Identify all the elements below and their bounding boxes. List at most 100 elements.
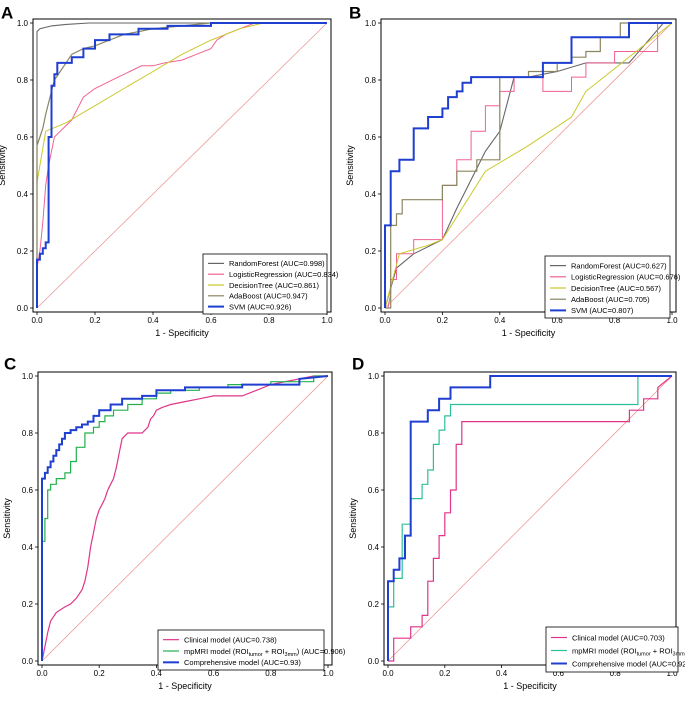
y-tick-label: 0.6: [365, 133, 377, 142]
legend-label: AdaBoost (AUC=0.705): [571, 295, 650, 304]
x-tick-label: 0.8: [609, 316, 621, 325]
legend-label: Clinical model (AUC=0.738): [184, 635, 277, 644]
y-axis-title: Sensitivity: [0, 145, 7, 186]
legend: RandomForest (AUC=0.627) LogisticRegressi…: [544, 255, 681, 319]
y-tick-label: 0.6: [17, 133, 29, 142]
y-tick-label: 0.2: [22, 600, 34, 609]
y-tick-label: 0.2: [368, 600, 380, 609]
x-tick-label: 0.0: [379, 316, 391, 325]
series-line-decisiontree: [36, 22, 327, 308]
legend-label: DecisionTree (AUC=0.567): [571, 284, 661, 293]
x-tick-label: 0.2: [437, 316, 449, 325]
x-tick-label: 1.0: [666, 316, 678, 325]
y-tick-label: 1.0: [368, 372, 380, 381]
legend-label: SVM (AUC=0.807): [571, 306, 634, 315]
legend-label: RandomForest (AUC=0.627): [571, 261, 667, 270]
legend: Clinical model (AUC=0.703)mpMRI model (R…: [545, 626, 685, 673]
legend-label: SVM (AUC=0.926): [229, 302, 292, 311]
panel-d: D 0.0 0.2 0.4 0.6 0.8 1.0 0.0 0.2 0.4 0.6 0.8 1.0 1 -…: [348, 354, 685, 691]
y-tick-label: 0.4: [17, 190, 29, 199]
legend-label: mpMRI model (ROItumor + ROI3mm) (AUC=0.9…: [184, 647, 346, 658]
series-line-svm: [384, 22, 672, 308]
series-line-adaboost: [385, 22, 672, 309]
legend-label: LogisticRegression (AUC=0.676): [571, 273, 681, 282]
y-tick-label: 1.0: [365, 19, 377, 28]
x-tick-label: 0.6: [552, 316, 564, 325]
x-tick-label: 0.8: [263, 316, 275, 325]
series-line-comprehensive-model: [41, 375, 329, 661]
legend-box: [157, 629, 325, 671]
y-tick-label: 0.8: [22, 429, 34, 438]
legend-label: Comprehensive model (AUC=0.93): [184, 658, 301, 667]
x-axis-title: 1 - Specificity: [155, 328, 209, 338]
x-tick-label: 1.0: [321, 316, 333, 325]
x-tick-label: 0.4: [494, 316, 506, 325]
x-tick-label: 0.0: [382, 669, 394, 678]
panel-letter: D: [352, 354, 364, 373]
reference-diagonal: [36, 22, 328, 309]
panel-letter: B: [349, 3, 361, 22]
y-tick-label: 0.8: [17, 76, 29, 85]
legend-label: Comprehensive model (AUC=0.92): [572, 659, 685, 668]
reference-diagonal: [41, 375, 329, 662]
legend: RandomForest (AUC=0.998) LogisticRegressi…: [202, 253, 339, 315]
x-tick-label: 0.0: [36, 669, 48, 678]
x-tick-label: 0.4: [151, 669, 163, 678]
y-tick-label: 0.8: [365, 76, 377, 85]
x-tick-label: 0.0: [31, 316, 43, 325]
panel-letter: A: [1, 3, 13, 22]
series-line-mpmri-model: [387, 375, 672, 661]
legend-label: Clinical model (AUC=0.703): [572, 633, 665, 642]
x-tick-label: 0.6: [208, 669, 220, 678]
x-tick-label: 0.2: [89, 316, 101, 325]
series-line-svm: [36, 22, 327, 308]
x-axis-title: 1 - Specificity: [502, 328, 556, 338]
series-line-randomforest: [36, 22, 327, 308]
y-tick-label: 0.4: [368, 543, 380, 552]
y-tick-label: 0.8: [368, 429, 380, 438]
legend-label: AdaBoost (AUC=0.947): [229, 292, 308, 301]
reference-diagonal: [387, 375, 673, 662]
x-tick-label: 0.2: [94, 669, 106, 678]
y-tick-label: 0.0: [17, 304, 29, 313]
series-line-comprehensive-model: [387, 375, 672, 661]
x-axis-title: 1 - Specificity: [158, 681, 212, 691]
series-line-decisiontree: [384, 22, 673, 309]
y-tick-label: 0.0: [365, 304, 377, 313]
panel-letter: C: [4, 354, 16, 373]
x-tick-label: 0.8: [265, 669, 277, 678]
plot-frame: [380, 18, 677, 313]
y-axis-title: Sensitivity: [348, 498, 358, 539]
y-axis-title: Sensitivity: [2, 498, 12, 539]
plot-frame: [32, 18, 332, 313]
legend-label: DecisionTree (AUC=0.861): [229, 281, 319, 290]
y-tick-label: 0.6: [22, 486, 34, 495]
series-line-logisticregression: [36, 22, 327, 308]
legend-label: LogisticRegression (AUC=0.834): [229, 270, 339, 279]
reference-diagonal: [384, 22, 673, 309]
y-tick-label: 0.4: [22, 543, 34, 552]
legend-label: RandomForest (AUC=0.998): [229, 259, 325, 268]
y-tick-label: 0.0: [368, 657, 380, 666]
y-tick-label: 0.2: [17, 247, 29, 256]
y-tick-label: 0.4: [365, 190, 377, 199]
panel-a: A 0.0 0.2 0.4 0.6 0.8 1.0 0.0 0.2 0.4 0.6 0.8 1.0 1 -…: [0, 3, 339, 338]
series-line-clinical-model: [388, 375, 673, 662]
legend-box: [545, 626, 679, 673]
x-tick-label: 0.4: [496, 669, 508, 678]
y-tick-label: 0.2: [365, 247, 377, 256]
x-tick-label: 0.2: [439, 669, 451, 678]
x-axis-title: 1 - Specificity: [503, 681, 557, 691]
panel-c: C 0.0 0.2 0.4 0.6 0.8 1.0 0.0 0.2 0.4 0.6 0.8 1.0 1 -…: [2, 354, 346, 691]
legend-box: [544, 255, 671, 319]
panel-b: B 0.0 0.2 0.4 0.6 0.8 1.0 0.0 0.2 0.4 0.6 0.8 1.0 1 -…: [345, 3, 681, 338]
x-tick-label: 0.6: [553, 669, 565, 678]
series-line-clinical-model: [41, 375, 328, 662]
y-tick-label: 0.6: [368, 486, 380, 495]
legend: Clinical model (AUC=0.738) mpMRI model (R…: [157, 629, 346, 671]
y-axis-title: Sensitivity: [345, 145, 355, 186]
x-tick-label: 1.0: [666, 669, 678, 678]
y-tick-label: 1.0: [17, 19, 29, 28]
y-tick-label: 1.0: [22, 372, 34, 381]
